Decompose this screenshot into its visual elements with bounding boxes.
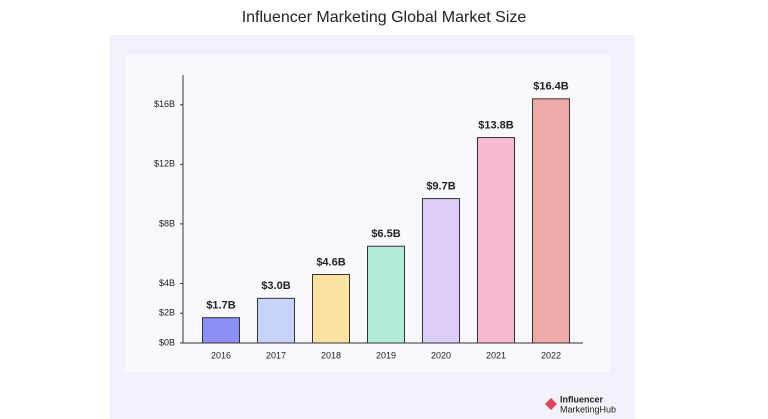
x-tick-label: 2022 <box>541 350 561 360</box>
logo-line2: MarketingHub <box>560 404 616 414</box>
value-label: $16.4B <box>533 81 569 93</box>
value-label: $4.6B <box>316 256 345 268</box>
bar <box>202 317 240 344</box>
x-tick-label: 2020 <box>431 350 451 360</box>
y-tick-label: $8B <box>159 218 175 228</box>
bar <box>257 297 295 344</box>
x-tick-label: 2017 <box>266 350 286 360</box>
logo-line1: Influencer <box>560 394 604 404</box>
logo-icon <box>545 398 557 410</box>
y-tick-label: $12B <box>154 159 175 169</box>
bar <box>477 137 515 344</box>
y-tick-label: $2B <box>159 308 175 318</box>
value-label: $3.0B <box>261 280 290 292</box>
bar <box>312 274 350 344</box>
bar <box>532 98 570 344</box>
bar <box>422 198 460 344</box>
y-tick-label: $16B <box>154 99 175 109</box>
x-tick-label: 2021 <box>486 350 506 360</box>
y-tick-label: $0B <box>159 337 175 347</box>
y-tick-label: $4B <box>159 278 175 288</box>
value-label: $9.7B <box>426 180 455 192</box>
value-label: $13.8B <box>478 119 514 131</box>
value-label: $1.7B <box>206 300 235 312</box>
x-tick-label: 2019 <box>376 350 396 360</box>
x-tick-label: 2016 <box>211 350 231 360</box>
bar <box>367 245 405 344</box>
chart-title: Influencer Marketing Global Market Size <box>242 9 527 26</box>
x-tick-label: 2018 <box>321 350 341 360</box>
value-label: $6.5B <box>371 228 400 240</box>
